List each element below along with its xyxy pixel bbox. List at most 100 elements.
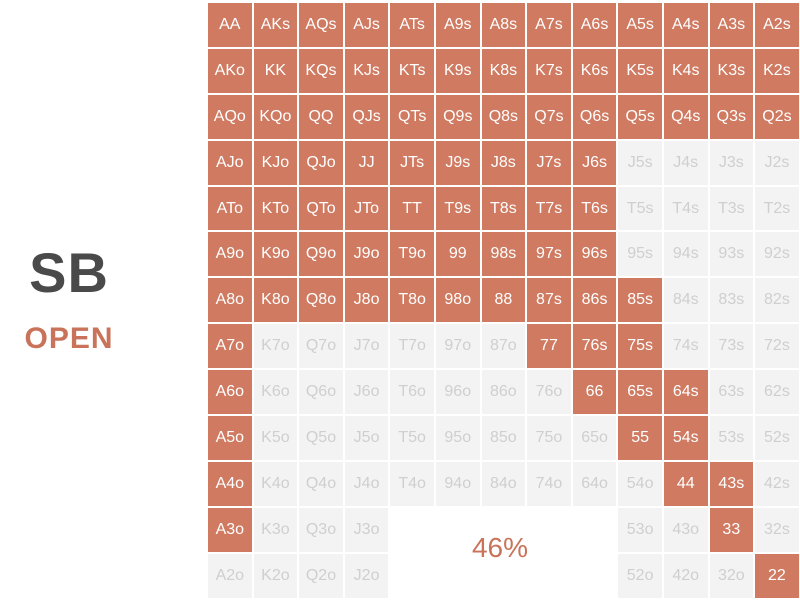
hand-cell: J3s <box>708 139 755 186</box>
hand-cell: K4o <box>252 460 299 507</box>
hand-cell: J6o <box>343 369 390 416</box>
hand-cell: K4s <box>662 47 709 94</box>
hand-cell: K9o <box>252 231 299 278</box>
hand-cell: 75s <box>617 323 663 370</box>
hand-cell: AJs <box>343 2 390 48</box>
hand-cell: 65s <box>617 369 663 416</box>
hand-cell: Q8s <box>480 93 527 140</box>
hand-cell: T8o <box>389 277 435 324</box>
hand-cell: TT <box>389 185 435 232</box>
range-percentage: 46% <box>471 532 529 563</box>
hand-cell: A7s <box>526 2 572 48</box>
hand-cell: T9s <box>434 185 481 232</box>
hand-cell: 32s <box>754 506 800 553</box>
hand-cell: T5s <box>617 185 663 232</box>
hand-cell: 64s <box>662 369 709 416</box>
hand-cell: J7o <box>343 323 390 370</box>
hand-cell: K5s <box>617 47 663 94</box>
hand-cell: 97s <box>526 231 572 278</box>
hand-cell: ATo <box>207 185 253 232</box>
hand-cell: 42o <box>662 552 709 599</box>
hand-cell: KJo <box>252 139 299 186</box>
hand-cell: KQs <box>298 47 344 94</box>
hand-cell: 73s <box>708 323 755 370</box>
hand-cell: KTo <box>252 185 299 232</box>
hand-cell: 44 <box>662 460 709 507</box>
hand-cell: J9o <box>343 231 390 278</box>
hand-cell: T2s <box>754 185 800 232</box>
hand-cell <box>434 506 481 553</box>
hand-cell: 74s <box>662 323 709 370</box>
hand-cell <box>571 506 618 553</box>
hand-cell: AJo <box>207 139 253 186</box>
hand-cell: 93s <box>708 231 755 278</box>
hand-cell: 32o <box>708 552 755 599</box>
hand-cell: 83s <box>708 277 755 324</box>
hand-cell: KJs <box>343 47 390 94</box>
hand-cell: T7s <box>526 185 572 232</box>
hand-cell: J2o <box>343 552 390 599</box>
hand-cell: 43o <box>662 506 709 553</box>
hand-cell: ATs <box>389 2 435 48</box>
hand-cell: K3s <box>708 47 755 94</box>
hand-cell: 65o <box>571 415 618 461</box>
hand-cell: T7o <box>389 323 435 370</box>
hand-cell: 72s <box>754 323 800 370</box>
hand-cell: K6s <box>571 47 618 94</box>
hand-cell: K2o <box>252 552 299 599</box>
hand-cell: K5o <box>252 415 299 461</box>
hand-cell: A6o <box>207 369 253 416</box>
hand-cell: 84s <box>662 277 709 324</box>
hand-cell: 42s <box>754 460 800 507</box>
hand-cell: T3s <box>708 185 755 232</box>
hand-cell: Q8o <box>298 277 344 324</box>
hand-cell: 66 <box>571 369 618 416</box>
hand-cell: 22 <box>754 552 800 599</box>
hand-cell: 85o <box>480 415 527 461</box>
hand-cell: J3o <box>343 506 390 553</box>
hand-cell: QTs <box>389 93 435 140</box>
hand-cell: 86s <box>571 277 618 324</box>
hand-cell: 74o <box>526 460 572 507</box>
hand-cell: A4s <box>662 2 709 48</box>
hand-cell: 98o <box>434 277 481 324</box>
hand-cell: K6o <box>252 369 299 416</box>
hand-cell: 95s <box>617 231 663 278</box>
hand-cell: J5s <box>617 139 663 186</box>
hand-cell: 82s <box>754 277 800 324</box>
hand-cell: 99 <box>434 231 481 278</box>
hand-cell: J8s <box>480 139 527 186</box>
hand-cell: 85s <box>617 277 663 324</box>
hand-cell: 77 <box>526 323 572 370</box>
hand-cell: A4o <box>207 460 253 507</box>
hand-cell: JTs <box>389 139 435 186</box>
hand-cell: Q3o <box>298 506 344 553</box>
hand-cell: JJ <box>343 139 390 186</box>
hand-cell <box>571 552 618 599</box>
hand-cell: 96s <box>571 231 618 278</box>
hand-cell: KQo <box>252 93 299 140</box>
hand-cell: Q2o <box>298 552 344 599</box>
hand-cell: T9o <box>389 231 435 278</box>
hand-cell: Q5o <box>298 415 344 461</box>
hand-cell: J5o <box>343 415 390 461</box>
hand-cell: J9s <box>434 139 481 186</box>
hand-cell: K2s <box>754 47 800 94</box>
hand-cell: 53o <box>617 506 663 553</box>
hand-cell: 55 <box>617 415 663 461</box>
hand-cell: Q9o <box>298 231 344 278</box>
hand-cell: 94o <box>434 460 481 507</box>
hand-cell: A9o <box>207 231 253 278</box>
hand-cell: 52o <box>617 552 663 599</box>
hand-cell: T5o <box>389 415 435 461</box>
hand-cell: K7s <box>526 47 572 94</box>
hand-cell: A5o <box>207 415 253 461</box>
hand-cell: 94s <box>662 231 709 278</box>
hand-cell: Q4s <box>662 93 709 140</box>
hand-cell: J4o <box>343 460 390 507</box>
hand-cell: T8s <box>480 185 527 232</box>
hand-cell: 87s <box>526 277 572 324</box>
position-title: SB <box>29 241 109 304</box>
hand-cell: J7s <box>526 139 572 186</box>
hand-cell: 52s <box>754 415 800 461</box>
